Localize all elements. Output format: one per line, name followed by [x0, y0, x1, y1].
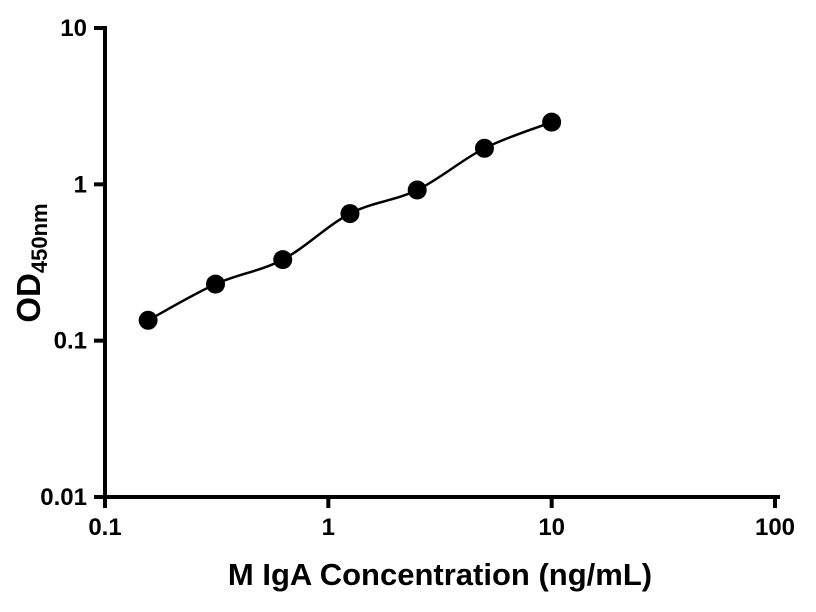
y-axis-title-subscript: 450nm — [27, 203, 52, 273]
data-point — [340, 204, 360, 224]
x-tick-label: 1 — [322, 514, 335, 541]
data-point — [138, 310, 158, 330]
data-point — [474, 138, 494, 158]
data-point — [407, 180, 427, 200]
x-tick-label: 10 — [538, 514, 565, 541]
y-axis-title-main: OD — [10, 273, 47, 323]
x-tick-label: 100 — [755, 514, 795, 541]
data-point — [206, 274, 226, 294]
x-tick-label: 0.1 — [88, 514, 121, 541]
x-axis-title: M IgA Concentration (ng/mL) — [228, 557, 652, 592]
y-tick-label: 10 — [60, 15, 87, 42]
y-tick-label: 1 — [74, 171, 87, 198]
data-point — [273, 250, 293, 270]
y-tick-label: 0.1 — [54, 328, 87, 355]
y-axis-title: OD450nm — [10, 203, 52, 322]
data-point — [542, 112, 562, 132]
y-tick-label: 0.01 — [40, 484, 87, 511]
